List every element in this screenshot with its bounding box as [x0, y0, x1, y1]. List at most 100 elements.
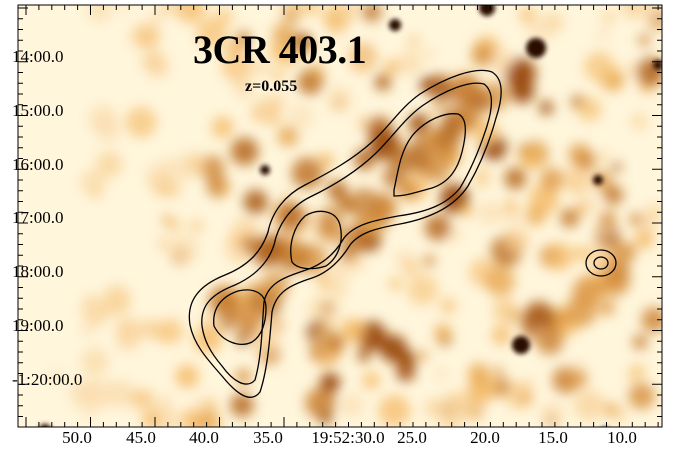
emission-blob — [439, 411, 461, 427]
emission-blob — [235, 30, 251, 47]
emission-blob — [573, 389, 605, 421]
emission-blob — [423, 47, 436, 60]
dec-tick-label: 18:00.0 — [12, 262, 64, 281]
emission-blob — [106, 379, 135, 408]
emission-blob — [641, 5, 662, 22]
emission-blob — [118, 5, 130, 12]
emission-blob — [536, 327, 564, 355]
emission-blob — [309, 347, 321, 359]
emission-blob — [400, 181, 419, 200]
emission-blob — [303, 5, 320, 16]
diffuse-emission — [49, 5, 662, 427]
dec-tick-label: 16:00.0 — [12, 155, 64, 174]
dec-tick-label: 14:00.0 — [12, 47, 64, 66]
emission-blob — [190, 219, 203, 233]
emission-blob — [321, 303, 333, 314]
emission-blob — [319, 412, 333, 425]
emission-blob — [505, 381, 534, 410]
emission-blob — [81, 297, 111, 327]
emission-blob — [460, 203, 474, 218]
emission-blob — [407, 34, 421, 48]
emission-blob — [250, 104, 270, 123]
emission-blob — [378, 394, 411, 427]
emission-blob — [314, 152, 328, 166]
emission-blob — [328, 278, 349, 299]
emission-blob — [175, 364, 200, 389]
emission-blob — [571, 360, 584, 373]
emission-blob — [434, 323, 452, 342]
ra-tick-label: 50.0 — [62, 428, 92, 447]
emission-blob — [308, 390, 320, 403]
emission-blob — [638, 34, 651, 46]
emission-blob — [194, 396, 211, 413]
emission-blob — [417, 350, 429, 361]
emission-blob — [576, 151, 596, 171]
emission-blob — [287, 103, 315, 130]
emission-blob — [406, 149, 430, 173]
emission-blob — [149, 12, 163, 26]
emission-blob — [324, 332, 345, 354]
emission-blob — [630, 113, 648, 130]
emission-blob — [269, 114, 280, 125]
emission-blob — [575, 202, 588, 215]
emission-blob — [357, 349, 371, 363]
emission-blob — [161, 214, 173, 226]
emission-blob — [267, 100, 280, 113]
emission-blob — [87, 5, 113, 23]
emission-blob — [157, 237, 171, 250]
emission-blob — [632, 334, 648, 350]
emission-blob — [147, 56, 170, 78]
emission-blob — [577, 97, 602, 122]
radio-contours — [188, 69, 617, 398]
emission-blob — [129, 388, 150, 409]
emission-blob — [539, 101, 553, 115]
redshift-label: z=0.055 — [245, 78, 298, 95]
emission-blob — [382, 165, 406, 189]
emission-blob — [384, 59, 401, 76]
outer-contour — [188, 69, 502, 398]
emission-blob — [243, 189, 268, 215]
emission-blob — [353, 149, 375, 171]
emission-blob — [645, 203, 662, 222]
emission-blob — [520, 393, 531, 404]
south-lobe-contour — [213, 289, 267, 345]
plot-border — [17, 4, 663, 428]
emission-blob — [221, 50, 253, 82]
emission-blob — [477, 200, 502, 225]
point-source — [260, 165, 270, 175]
emission-blob — [630, 364, 646, 380]
emission-blob — [490, 47, 515, 72]
emission-blob — [286, 242, 305, 261]
emission-blob — [567, 368, 588, 388]
core-contour — [290, 210, 342, 270]
emission-blob — [469, 389, 482, 402]
emission-blob — [539, 401, 565, 426]
emission-blob — [471, 43, 495, 67]
emission-blob — [584, 51, 615, 83]
emission-blob — [102, 284, 132, 314]
emission-blob — [230, 393, 254, 417]
emission-blob — [492, 298, 518, 323]
point-source — [593, 175, 603, 185]
emission-blob — [397, 50, 423, 76]
emission-blob — [601, 10, 616, 25]
emission-blob — [291, 157, 324, 190]
jet-knot-contour — [393, 113, 466, 197]
emission-blob — [277, 202, 306, 232]
emission-blob — [505, 58, 536, 89]
emission-blob — [95, 151, 123, 178]
ra-tick-label: 40.0 — [189, 428, 219, 447]
emission-blob — [317, 206, 343, 233]
emission-blob — [95, 117, 122, 144]
emission-blob — [317, 274, 333, 289]
emission-blob — [599, 299, 615, 316]
emission-blob — [525, 205, 546, 226]
emission-blob — [562, 166, 591, 194]
emission-blob — [175, 5, 206, 24]
dec-tick-label: 19:00.0 — [12, 316, 64, 335]
emission-blob — [232, 77, 255, 99]
emission-blob — [272, 23, 296, 46]
emission-blob — [268, 329, 281, 342]
